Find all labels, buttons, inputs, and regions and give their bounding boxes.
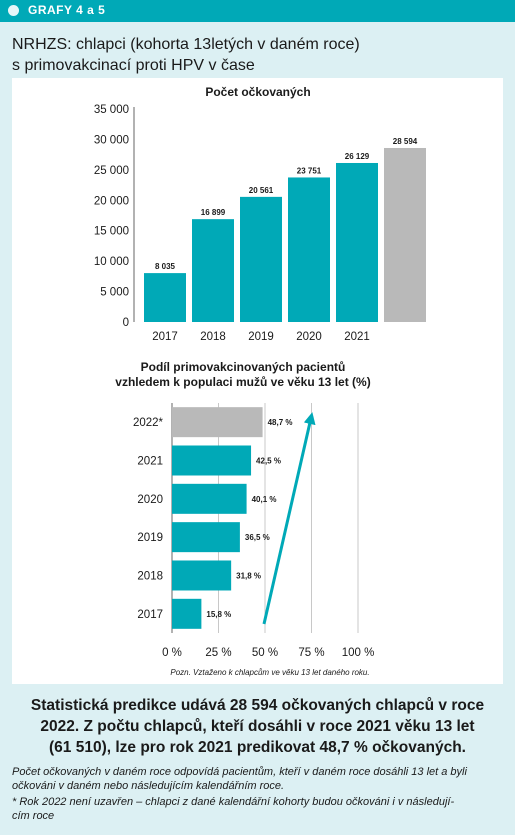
footnote-1-line1: Počet očkovaných v daném roce odpovídá p… [12,766,467,778]
bar [172,445,252,476]
x-tick-label: 0 % [162,647,182,659]
bar [240,196,282,322]
summary-text: Statistická predikce udává 28 594 očkova… [12,695,503,758]
bullet-icon [8,5,19,16]
bar [336,162,378,322]
header-bar: GRAFY 4 a 5 [0,0,515,22]
bar [384,147,426,322]
bar-value-label: 26 129 [345,152,370,161]
plot-area: Počet očkovaných 0 5 000 10 000 15 000 20 000… [12,78,503,684]
bar [172,522,240,553]
figure-title: NRHZS: chlapci (kohorta 13letých v daném… [12,34,502,76]
bar [192,219,234,322]
x-tick-label: 25 % [205,647,231,659]
count-chart: Počet očkovaných 0 5 000 10 000 15 000 20 000… [94,85,426,343]
header-label: GRAFY 4 a 5 [28,3,106,17]
bar-value-label: 40,1 % [252,495,277,504]
x-tick-label: 2019 [248,331,274,343]
summary-line3: (61 510), lze pro rok 2021 predikovat 48… [49,739,466,756]
y-tick-label: 10 000 [94,256,129,268]
footnote-2-line1: * Rok 2022 není uzavřen – chlapci z dané… [12,796,455,808]
footnote-2: * Rok 2022 není uzavřen – chlapci z dané… [12,795,507,823]
figure-title-line2: s primovakcinací proti HPV v čase [12,57,255,74]
bar-value-label: 31,8 % [236,571,261,580]
bar-value-label: 8 035 [155,262,176,271]
bar-value-label: 42,5 % [256,456,281,465]
y-tick-label: 2021 [137,455,163,467]
footnote-1-line2: očkováni v daném nebo následujícím kalen… [12,780,285,792]
footnote-1: Počet očkovaných v daném roce odpovídá p… [12,765,507,793]
chart2-title-line2: vzhledem k populaci mužů ve věku 13 let … [115,375,370,389]
y-tick-label: 30 000 [94,134,129,146]
summary-line1: Statistická predikce udává 28 594 očkova… [30,697,485,714]
y-tick-label: 15 000 [94,226,129,238]
bar-value-label: 15,8 % [206,610,231,619]
bar [172,598,202,629]
chart1-title: Počet očkovaných [205,85,310,99]
bar-value-label: 48,7 % [268,418,293,427]
bar-value-label: 28 594 [393,137,418,146]
y-tick-label: 35 000 [94,104,129,116]
y-tick-label: 25 000 [94,165,129,177]
y-tick-label: 2022* [133,417,164,429]
y-tick-label: 5 000 [100,287,129,299]
footnote-2-line2: cím roce [12,810,55,822]
figure-title-line1: NRHZS: chlapci (kohorta 13letých v daném… [12,36,360,53]
y-tick-label: 0 [123,317,129,329]
x-tick-label: 2020 [296,331,322,343]
y-tick-label: 2018 [137,570,163,582]
bar [172,483,247,514]
bar-value-label: 36,5 % [245,533,270,542]
x-tick-label: 2018 [200,331,226,343]
chart2-title-line1: Podíl primovakcinovaných pacientů [141,360,346,374]
bar [172,560,232,591]
bar [288,177,330,322]
x-tick-label: 75 % [298,647,324,659]
x-tick-label: 100 % [342,647,375,659]
y-tick-label: 20 000 [94,195,129,207]
chart2-note: Pozn. Vztaženo k chlapcům ve věku 13 let… [170,668,369,677]
x-tick-label: 2021 [344,331,370,343]
x-tick-label: 2017 [152,331,178,343]
charts-svg: Počet očkovaných 0 5 000 10 000 15 000 20 000… [94,85,426,677]
y-tick-label: 2019 [137,532,163,544]
bar [144,273,186,322]
bar-value-label: 16 899 [201,208,226,217]
share-chart: Podíl primovakcinovaných pacientůvzhlede… [115,360,374,677]
trend-arrow [262,412,316,625]
bar-value-label: 23 751 [297,166,322,175]
summary-line2: 2022. Z počtu chlapců, kteří dosáhli v r… [40,718,475,735]
bar [172,407,263,438]
bar-value-label: 20 561 [249,186,274,195]
y-tick-label: 2020 [137,494,163,506]
y-tick-label: 2017 [137,609,163,621]
x-tick-label: 50 % [252,647,278,659]
